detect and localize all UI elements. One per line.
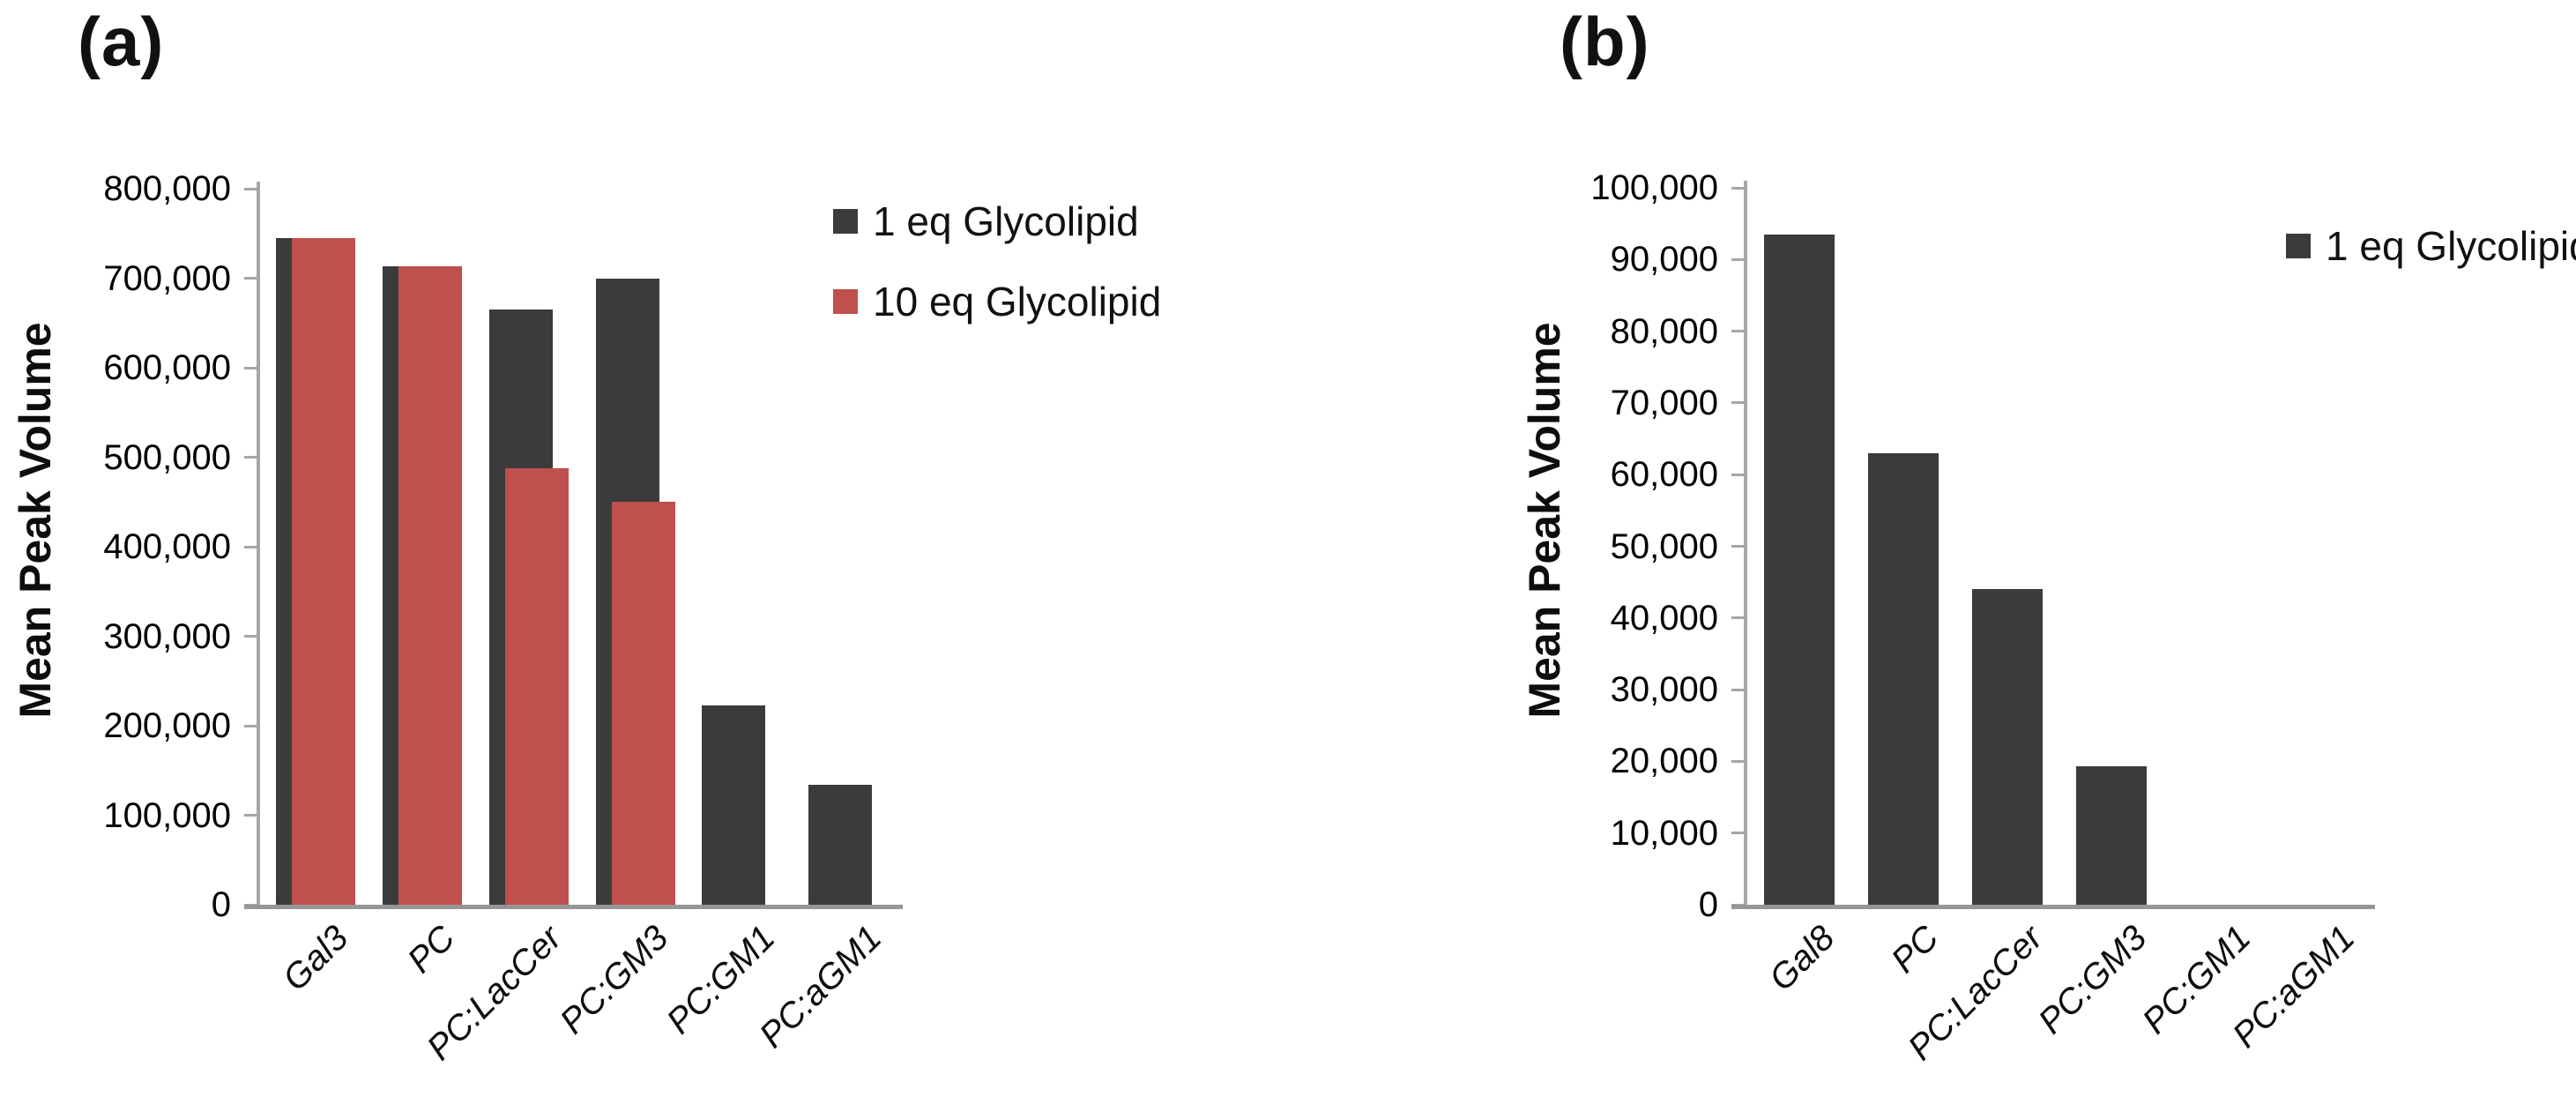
chart-b-y-tick	[1731, 401, 1744, 405]
chart-b-y-tick	[1731, 257, 1744, 261]
chart-a-y-tick-label: 100,000	[103, 795, 231, 835]
chart-b-y-tick-label: 80,000	[1610, 311, 1718, 351]
bar-gal3-10-eq-glycolipid	[292, 237, 355, 905]
bar-pc-gm3-10-eq-glycolipid	[611, 502, 675, 905]
chart-b-y-tick	[1731, 330, 1744, 333]
chart-a-y-tick	[244, 814, 257, 817]
chart-a-y-tick-label: 600,000	[103, 348, 231, 387]
chart-a-y-tick-label: 700,000	[103, 258, 231, 298]
panel-b-label: (b)	[1560, 3, 1650, 80]
legend-entry-10-eq-glycolipid: 10 eq Glycolipid	[833, 278, 1161, 325]
chart-b-y-tick	[1731, 759, 1744, 763]
chart-a-y-tick	[244, 724, 257, 727]
bar-pc-1-eq-glycolipid	[1868, 452, 1939, 905]
chart-b-y-axis-line	[1744, 181, 1747, 905]
panel-a-label: (a)	[78, 3, 165, 80]
bar-pc-laccer-10-eq-glycolipid	[504, 467, 569, 905]
chart-b-x-axis-line	[1731, 905, 2375, 909]
bar-pc-agm1-1-eq-glycolipid	[808, 784, 873, 905]
bar-pc-10-eq-glycolipid	[398, 266, 462, 905]
legend-label-10-eq-glycolipid: 10 eq Glycolipid	[873, 279, 1162, 325]
chart-a-y-axis-line	[257, 182, 260, 905]
chart-b-y-tick	[1731, 473, 1744, 476]
chart-a-y-tick-label: 500,000	[103, 437, 231, 477]
chart-a-y-tick	[244, 187, 257, 190]
chart-b-y-tick	[1731, 832, 1744, 835]
chart-b-y-tick	[1731, 616, 1744, 620]
chart-b-y-tick-label: 70,000	[1610, 383, 1718, 422]
chart-a-y-tick	[244, 277, 257, 280]
chart-a-y-tick-label: 300,000	[103, 616, 231, 656]
chart-b-y-tick	[1731, 186, 1744, 190]
bar-pc-laccer-1-eq-glycolipid	[1972, 589, 2043, 905]
chart-b-y-tick-label: 30,000	[1610, 670, 1718, 710]
bar-pc-gm3-1-eq-glycolipid	[2076, 766, 2147, 905]
chart-a-y-tick-label: 200,000	[103, 706, 231, 745]
chart-b-y-tick-label: 10,000	[1610, 813, 1718, 853]
legend-swatch-1-eq-glycolipid	[833, 209, 858, 234]
legend-label-1-eq-glycolipid: 1 eq Glycolipid	[873, 198, 1139, 244]
chart-a-y-tick	[244, 545, 257, 548]
chart-b-y-tick-label: 20,000	[1610, 742, 1718, 781]
chart-a-y-tick	[244, 635, 257, 638]
chart-b-y-tick-label: 40,000	[1610, 598, 1718, 638]
chart-b-y-tick-label: 0	[1698, 885, 1718, 924]
chart-b-y-tick-label: 60,000	[1610, 455, 1718, 495]
legend-entry-1-eq-glycolipid: 1 eq Glycolipid	[2286, 222, 2576, 270]
chart-a-y-tick-label: 400,000	[103, 527, 231, 566]
chart-b-y-tick	[1731, 545, 1744, 548]
chart-a-y-tick-label: 0	[211, 885, 231, 924]
chart-a-y-tick	[244, 456, 257, 459]
bar-gal8-1-eq-glycolipid	[1764, 234, 1835, 905]
chart-a-x-axis-line	[244, 905, 903, 909]
legend-label-1-eq-glycolipid: 1 eq Glycolipid	[2326, 223, 2576, 269]
legend-swatch-1-eq-glycolipid	[2286, 234, 2311, 258]
chart-a-y-tick-label: 800,000	[103, 169, 231, 208]
chart-b-y-tick-label: 90,000	[1610, 240, 1718, 280]
chart-b-y-tick	[1731, 688, 1744, 691]
legend-entry-1-eq-glycolipid: 1 eq Glycolipid	[833, 198, 1139, 245]
chart-a-y-tick	[244, 366, 257, 369]
legend-swatch-10-eq-glycolipid	[833, 289, 858, 314]
chart-b-y-tick-label: 100,000	[1590, 168, 1718, 207]
chart-b-y-tick-label: 50,000	[1610, 526, 1718, 566]
bar-pc-gm1-1-eq-glycolipid	[702, 705, 766, 905]
